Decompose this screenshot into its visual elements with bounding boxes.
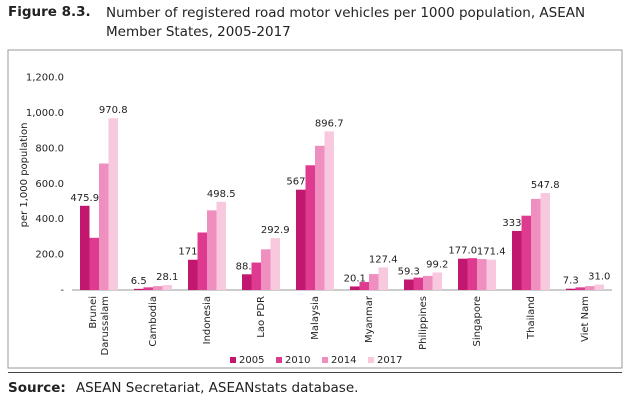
- bar: [432, 272, 442, 290]
- bar: [521, 215, 531, 290]
- bar: [89, 237, 99, 290]
- legend-label: 2014: [331, 355, 356, 366]
- bar: [315, 145, 325, 290]
- legend-label: 2005: [239, 355, 264, 366]
- data-label: 547.8: [531, 180, 560, 191]
- figure-label: Figure 8.3.: [8, 4, 91, 20]
- chart-frame: [7, 49, 623, 369]
- data-label: 896.7: [315, 118, 344, 129]
- bar: [477, 259, 487, 290]
- legend-swatch: [368, 357, 374, 363]
- x-tick-label: Singapore: [472, 296, 483, 346]
- data-label: 567.0: [286, 177, 315, 188]
- data-label: 292.9: [261, 225, 290, 236]
- bar: [305, 165, 315, 290]
- bar: [143, 287, 153, 290]
- data-label: 6.5: [131, 276, 147, 287]
- data-label: 498.5: [207, 189, 236, 200]
- x-tick-label: Lao PDR: [256, 296, 267, 338]
- bar: [531, 198, 541, 290]
- data-label: 333.8: [502, 218, 531, 229]
- bar: [540, 193, 550, 290]
- bar: [350, 286, 360, 290]
- bar: [99, 163, 109, 290]
- bar: [404, 279, 414, 290]
- legend-swatch: [322, 357, 328, 363]
- data-label: 171.4: [477, 247, 506, 258]
- y-tick-label: 600.0: [35, 179, 64, 190]
- bar: [216, 201, 226, 290]
- bar: [242, 274, 252, 290]
- separator: [8, 372, 622, 373]
- y-tick-label: 1,200.0: [26, 73, 64, 84]
- bar: [188, 259, 198, 290]
- chart-title: Number of registered road motor vehicles…: [106, 5, 586, 40]
- legend-label: 2010: [285, 355, 310, 366]
- bar: [512, 230, 522, 290]
- bar: [324, 131, 334, 290]
- data-label: 127.4: [369, 254, 398, 265]
- bar: [458, 258, 468, 290]
- y-tick-label: -: [60, 285, 64, 296]
- legend-label: 2017: [377, 355, 402, 366]
- x-tick-label: Indonesia: [202, 296, 213, 344]
- bar: [594, 284, 604, 290]
- data-label: 970.8: [99, 105, 128, 116]
- bar: [486, 259, 496, 290]
- bar: [80, 205, 90, 290]
- bar: [197, 232, 207, 290]
- bar: [251, 262, 261, 290]
- bar: [413, 277, 423, 290]
- data-label: 59.3: [398, 267, 420, 278]
- bar: [585, 286, 595, 290]
- bar: [261, 249, 271, 290]
- x-tick-label: Philippines: [418, 296, 429, 350]
- data-label: 20.1: [344, 273, 366, 284]
- data-label: 99.2: [426, 259, 448, 270]
- y-tick-label: 1,000.0: [26, 108, 64, 119]
- x-tick-label: Viet Nam: [580, 296, 591, 342]
- bar: [207, 210, 217, 290]
- x-tick-label: BruneiDarussalam: [88, 296, 111, 355]
- chart: per 1,000 population - 200.0 400.0 600.0 800…: [7, 49, 623, 369]
- bar: [378, 267, 388, 290]
- data-label: 177.0: [448, 246, 477, 257]
- y-tick-label: 800.0: [35, 143, 64, 154]
- data-label: 88.8: [236, 261, 258, 272]
- data-label: 28.1: [156, 272, 178, 283]
- bar: [369, 274, 379, 290]
- bar: [153, 286, 163, 290]
- y-tick-label: 200.0: [35, 250, 64, 261]
- bar: [162, 285, 172, 290]
- bar: [423, 275, 433, 290]
- source-text: ASEAN Secretariat, ASEANstats database.: [75, 380, 359, 396]
- data-label: 7.3: [563, 276, 579, 287]
- bar: [359, 282, 369, 290]
- bar: [134, 288, 144, 290]
- y-axis-title: per 1,000 population: [19, 123, 30, 228]
- legend-swatch: [276, 357, 282, 363]
- bar: [296, 189, 306, 290]
- bar: [108, 118, 118, 291]
- source: Source: ASEAN Secretariat, ASEANstats dat…: [8, 380, 358, 396]
- y-tick-label: 400.0: [35, 214, 64, 225]
- data-label: 31.0: [588, 272, 610, 283]
- x-tick-label: Myanmar: [364, 295, 375, 343]
- x-tick-label: Cambodia: [148, 296, 159, 347]
- bar: [467, 258, 477, 290]
- data-label: 171.0: [178, 247, 207, 258]
- source-label: Source:: [8, 380, 66, 396]
- data-label: 475.9: [70, 193, 99, 204]
- legend-swatch: [230, 357, 236, 363]
- header: Figure 8.3. Number of registered road mo…: [8, 4, 623, 42]
- x-tick-label: Thailand: [526, 296, 537, 340]
- bar: [566, 288, 576, 290]
- bar: [270, 238, 280, 290]
- x-tick-label: Malaysia: [310, 296, 321, 340]
- bar: [575, 287, 585, 290]
